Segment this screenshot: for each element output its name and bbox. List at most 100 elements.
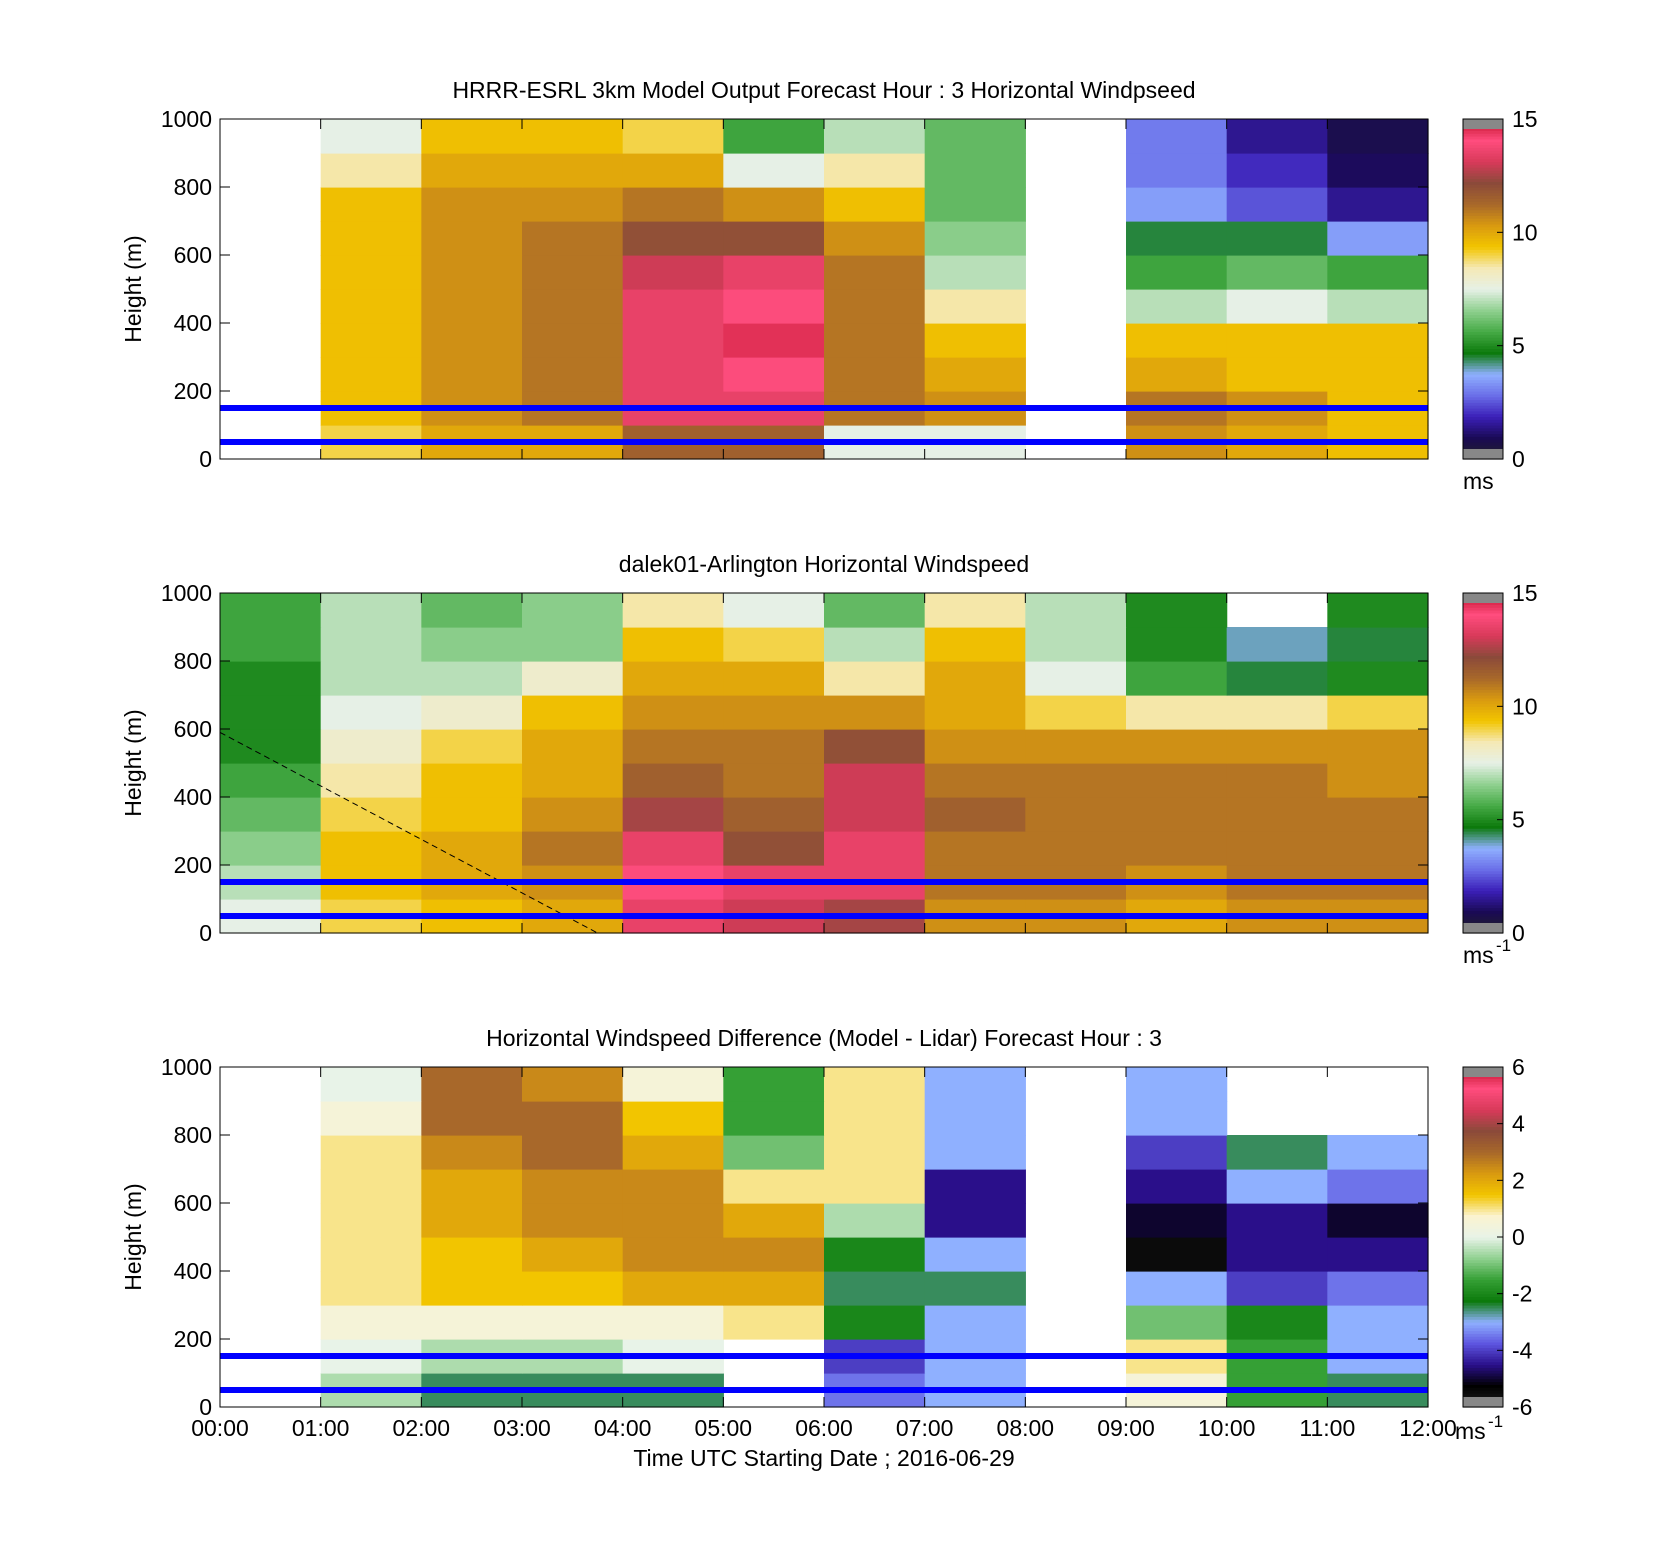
colorbar-segment bbox=[1463, 1118, 1503, 1122]
colorbar-segment bbox=[1463, 1268, 1503, 1272]
heatmap-cell bbox=[1025, 763, 1127, 798]
colorbar-segment bbox=[1463, 1256, 1503, 1261]
heatmap-cell bbox=[1226, 695, 1328, 730]
colorbar-segment bbox=[1463, 1180, 1503, 1184]
colorbar-segment bbox=[1463, 1333, 1503, 1337]
heatmap-cell bbox=[320, 831, 422, 866]
colorbar-segment bbox=[1463, 655, 1503, 659]
heatmap-cell bbox=[421, 1101, 523, 1136]
colorbar-segment bbox=[1463, 382, 1503, 386]
heatmap-cell bbox=[522, 627, 624, 662]
colorbar-segment bbox=[1463, 604, 1503, 608]
colorbar-unit-exponent: -1 bbox=[1496, 936, 1511, 955]
heatmap-cell bbox=[1126, 187, 1228, 222]
colorbar-segment bbox=[1463, 884, 1503, 889]
colorbar-segment bbox=[1463, 348, 1503, 352]
colorbar-segment bbox=[1463, 433, 1503, 437]
colorbar-segment bbox=[1463, 1324, 1503, 1329]
heatmap-cell bbox=[522, 729, 624, 764]
colorbar-tick-label: 10 bbox=[1512, 693, 1538, 719]
colorbar-segment bbox=[1463, 291, 1503, 296]
colorbar-segment bbox=[1463, 1092, 1503, 1096]
heatmap-cell bbox=[622, 289, 724, 324]
colorbar-segment bbox=[1463, 1081, 1503, 1085]
colorbar-segment bbox=[1463, 1208, 1503, 1213]
colorbar-segment bbox=[1463, 740, 1503, 744]
heatmap-cell bbox=[824, 119, 926, 154]
colorbar-segment bbox=[1463, 601, 1503, 605]
y-tick-label: 800 bbox=[174, 174, 212, 200]
heatmap-cell bbox=[522, 255, 624, 290]
colorbar-segment bbox=[1463, 153, 1503, 157]
colorbar-segment bbox=[1463, 266, 1503, 270]
colorbar-segment bbox=[1463, 610, 1503, 614]
heatmap-cell bbox=[924, 289, 1026, 324]
colorbar-segment bbox=[1463, 680, 1503, 685]
colorbar-segment bbox=[1463, 354, 1503, 358]
heatmap-cell bbox=[220, 627, 322, 662]
heatmap-cell bbox=[421, 1305, 523, 1340]
colorbar-segment bbox=[1463, 223, 1503, 228]
heatmap-cell bbox=[522, 221, 624, 256]
colorbar-segment bbox=[1463, 1375, 1503, 1380]
y-axis-label: Height (m) bbox=[120, 1183, 146, 1290]
heatmap-cell bbox=[421, 1067, 523, 1102]
colorbar-tick-label: 5 bbox=[1512, 333, 1525, 359]
colorbar-segment bbox=[1463, 726, 1503, 730]
heatmap-cell bbox=[824, 763, 926, 798]
x-tick-label: 03:00 bbox=[493, 1415, 551, 1441]
colorbar-segment bbox=[1463, 260, 1503, 265]
heatmap-cell bbox=[522, 289, 624, 324]
colorbar-segment bbox=[1463, 1126, 1503, 1130]
colorbar-segment bbox=[1463, 859, 1503, 863]
y-tick-label: 200 bbox=[174, 852, 212, 878]
colorbar-segment bbox=[1463, 839, 1503, 843]
heatmap-cell bbox=[924, 1305, 1026, 1340]
heatmap-cell bbox=[1126, 323, 1228, 358]
colorbar-segment bbox=[1463, 1135, 1503, 1139]
colorbar-segment bbox=[1463, 314, 1503, 318]
colorbar-segment bbox=[1463, 133, 1503, 137]
heatmap-cell bbox=[924, 1067, 1026, 1102]
colorbar-tick-label: 15 bbox=[1512, 580, 1538, 606]
colorbar-segment bbox=[1463, 833, 1503, 838]
colorbar-segment bbox=[1463, 870, 1503, 875]
heatmap-cell bbox=[924, 1101, 1026, 1136]
heatmap-cell bbox=[924, 255, 1026, 290]
colorbar-segment bbox=[1463, 901, 1503, 906]
colorbar-segment bbox=[1463, 916, 1503, 920]
colorbar-segment bbox=[1463, 1336, 1503, 1340]
colorbar-segment bbox=[1463, 893, 1503, 897]
heatmap-cell bbox=[622, 1203, 724, 1238]
colorbar-segment bbox=[1463, 1322, 1503, 1326]
colorbar-segment bbox=[1463, 416, 1503, 420]
heatmap-cell bbox=[723, 797, 825, 832]
colorbar-segment bbox=[1463, 1237, 1503, 1241]
heatmap-cell bbox=[723, 1067, 825, 1102]
colorbar-segment bbox=[1463, 777, 1503, 781]
colorbar-segment bbox=[1463, 799, 1503, 804]
colorbar-tick-label: 5 bbox=[1512, 807, 1525, 833]
colorbar-segment bbox=[1463, 1293, 1503, 1298]
colorbar-segment bbox=[1463, 1188, 1503, 1193]
heatmap-cell bbox=[320, 695, 422, 730]
heatmap-cell bbox=[522, 119, 624, 154]
heatmap-cell bbox=[1025, 831, 1127, 866]
heatmap-cell bbox=[622, 255, 724, 290]
colorbar-segment bbox=[1463, 127, 1503, 131]
colorbar-segment bbox=[1463, 1313, 1503, 1317]
heatmap-cell bbox=[320, 1101, 422, 1136]
x-tick-label: 12:00 bbox=[1399, 1415, 1457, 1441]
colorbar-segment bbox=[1463, 272, 1503, 276]
colorbar-segment bbox=[1463, 635, 1503, 639]
colorbar-segment bbox=[1463, 873, 1503, 877]
colorbar-segment bbox=[1463, 1356, 1503, 1360]
colorbar-segment bbox=[1463, 1098, 1503, 1102]
heatmap-cell bbox=[522, 1271, 624, 1306]
heatmap-cell bbox=[1327, 323, 1429, 358]
colorbar-segment bbox=[1463, 255, 1503, 259]
y-tick-label: 600 bbox=[174, 1190, 212, 1216]
colorbar-segment bbox=[1463, 1384, 1503, 1388]
colorbar-segment bbox=[1463, 286, 1503, 290]
colorbar-segment bbox=[1463, 1290, 1503, 1295]
